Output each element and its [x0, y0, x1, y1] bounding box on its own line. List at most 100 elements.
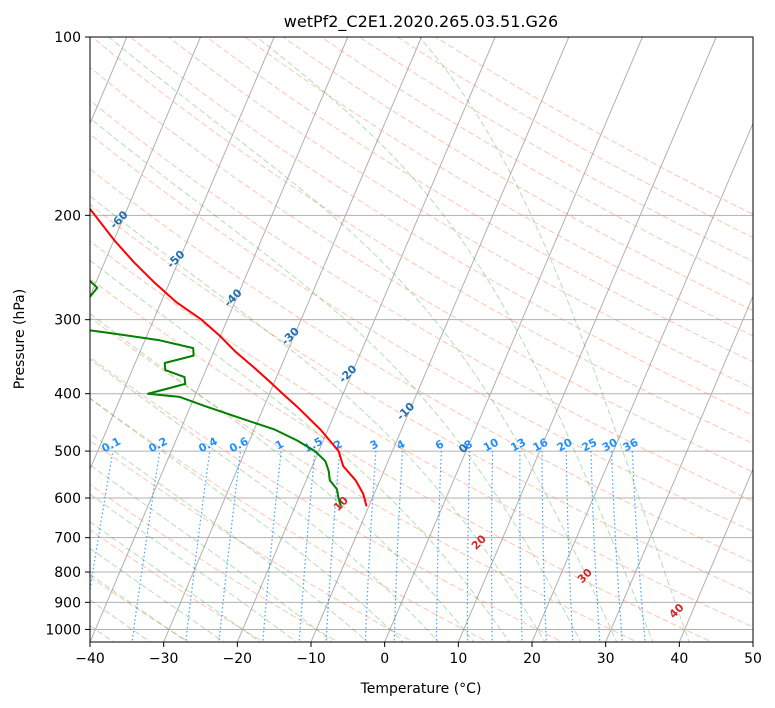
dry-adiabat-label: -10 [394, 400, 417, 423]
mixing-ratio-line [610, 451, 623, 642]
dry-adiabat-label: -30 [279, 324, 302, 347]
dry-adiabat-line [396, 37, 753, 239]
dry-adiabat-line [320, 37, 753, 287]
dry-adiabat-label: -40 [221, 286, 244, 309]
dry-adiabat-line [282, 37, 753, 312]
dry-adiabat-line [90, 316, 639, 642]
x-tick-label: −10 [296, 651, 326, 667]
mixing-ratio-label: 25 [580, 436, 600, 455]
moist-adiabats [90, 37, 690, 642]
isotherm-grid [90, 37, 753, 642]
dry-adiabat-line [205, 37, 753, 363]
y-tick-label: 200 [54, 208, 81, 224]
y-axis-label: Pressure (hPa) [12, 289, 28, 389]
mixing-ratio-line [519, 451, 523, 642]
y-tick-label: 700 [54, 531, 81, 547]
moist-adiabat-line [90, 397, 404, 642]
mixing-ratio-label: 6 [433, 437, 446, 452]
mixing-ratio-line [435, 451, 442, 642]
isotherm-line [531, 122, 753, 642]
mixing-ratio-line [90, 450, 114, 594]
y-tick-label: 800 [54, 565, 81, 581]
x-tick-label: −20 [223, 651, 253, 667]
moist-adiabat-line [90, 117, 582, 642]
dry-adiabat-line [90, 203, 753, 595]
dry-adiabat-line [90, 356, 564, 642]
isotherm-line [90, 37, 349, 642]
isotherm-line [163, 37, 422, 642]
moist-adiabat-line [90, 195, 546, 642]
isotherm-line [678, 467, 753, 642]
x-tick-label: −40 [75, 651, 105, 667]
y-tick-label: 400 [54, 387, 81, 403]
isotherm-line [457, 37, 717, 642]
dry-adiabat-line [91, 37, 753, 445]
isotherm-line [384, 37, 643, 642]
mixing-ratio-line [218, 451, 242, 642]
moist-adiabat-line [90, 547, 225, 642]
y-tick-label: 100 [54, 30, 81, 46]
mixing-ratio-label: 3 [368, 437, 381, 452]
isotherm-line [605, 295, 753, 642]
dry-adiabat-line [90, 483, 340, 642]
mixing-ratio-label: 0.4 [196, 435, 220, 456]
moist-adiabat-line [90, 573, 189, 642]
dry-adiabat-line [90, 168, 753, 564]
mixing-ratio-line [466, 451, 471, 642]
mixing-ratio-line [262, 451, 282, 642]
moist-adiabat-line [90, 493, 298, 642]
y-tick-label: 300 [54, 313, 81, 329]
dry-adiabat-label: -50 [164, 247, 187, 270]
mixing-ratio-label: 10 [481, 436, 501, 455]
mixing-ratio-line [631, 451, 646, 642]
y-tick-label: 900 [54, 595, 81, 611]
x-tick-label: 50 [744, 651, 762, 667]
dry-adiabat-line [90, 278, 713, 642]
x-tick-label: 30 [597, 651, 615, 667]
mixing-ratio-line [490, 451, 494, 642]
dry-adiabat-label: -80 [0, 127, 18, 150]
moist-adiabat-label: 20 [469, 532, 489, 552]
x-axis-label: Temperature (°C) [360, 681, 482, 697]
temperature-profile-line [90, 207, 368, 507]
mixing-ratio-line [364, 451, 377, 642]
isotherm-line [752, 640, 753, 642]
isotherm-line [236, 37, 496, 642]
isotherm-line [310, 37, 570, 642]
dry-adiabat-label: -20 [336, 362, 359, 385]
mixing-ratio-line [590, 451, 601, 642]
isotherm-line [90, 37, 275, 471]
axes: −40 −30 −20 −10 0 10 20 30 40 5010020030040050060… [45, 30, 762, 667]
dry-adiabat-line [90, 99, 753, 502]
mixing-ratio-label: 20 [555, 436, 575, 455]
mixing-ratio-line [565, 451, 574, 642]
dry-adiabat-line [90, 529, 265, 642]
mixing-ratio-line [541, 451, 547, 642]
mixing-ratio-label: 0.6 [227, 435, 251, 456]
mixing-ratio-label: 36 [621, 436, 641, 455]
mixing-ratio-label: 30 [600, 436, 620, 455]
sounding-profiles [90, 207, 368, 507]
mixing-ratio-line [131, 451, 161, 642]
moist-adiabat-line [90, 313, 475, 642]
dry-adiabat-line [244, 37, 753, 337]
x-tick-label: 20 [523, 651, 541, 667]
moist-adiabat-line [419, 37, 690, 642]
x-tick-label: 0 [380, 651, 389, 667]
mixing-ratio-lines [90, 450, 646, 642]
mixing-ratio-line [325, 451, 341, 642]
moist-adiabat-line [90, 521, 262, 642]
y-tick-label: 500 [54, 444, 81, 460]
mixing-ratio-label: 13 [508, 436, 528, 455]
y-tick-label: 600 [54, 491, 81, 507]
dry-adiabat-line [90, 397, 489, 642]
moist-adiabat-line [90, 464, 333, 642]
plot-frame [89, 36, 754, 643]
dry-adiabat-line [90, 576, 190, 642]
dry-adiabat-line [358, 37, 753, 262]
mixing-ratio-label: 16 [531, 436, 551, 455]
moist-adiabat-line [108, 37, 618, 642]
moist-adiabat-label: 40 [667, 601, 687, 621]
x-tick-label: −30 [149, 651, 179, 667]
moist-adiabat-line [90, 358, 440, 642]
